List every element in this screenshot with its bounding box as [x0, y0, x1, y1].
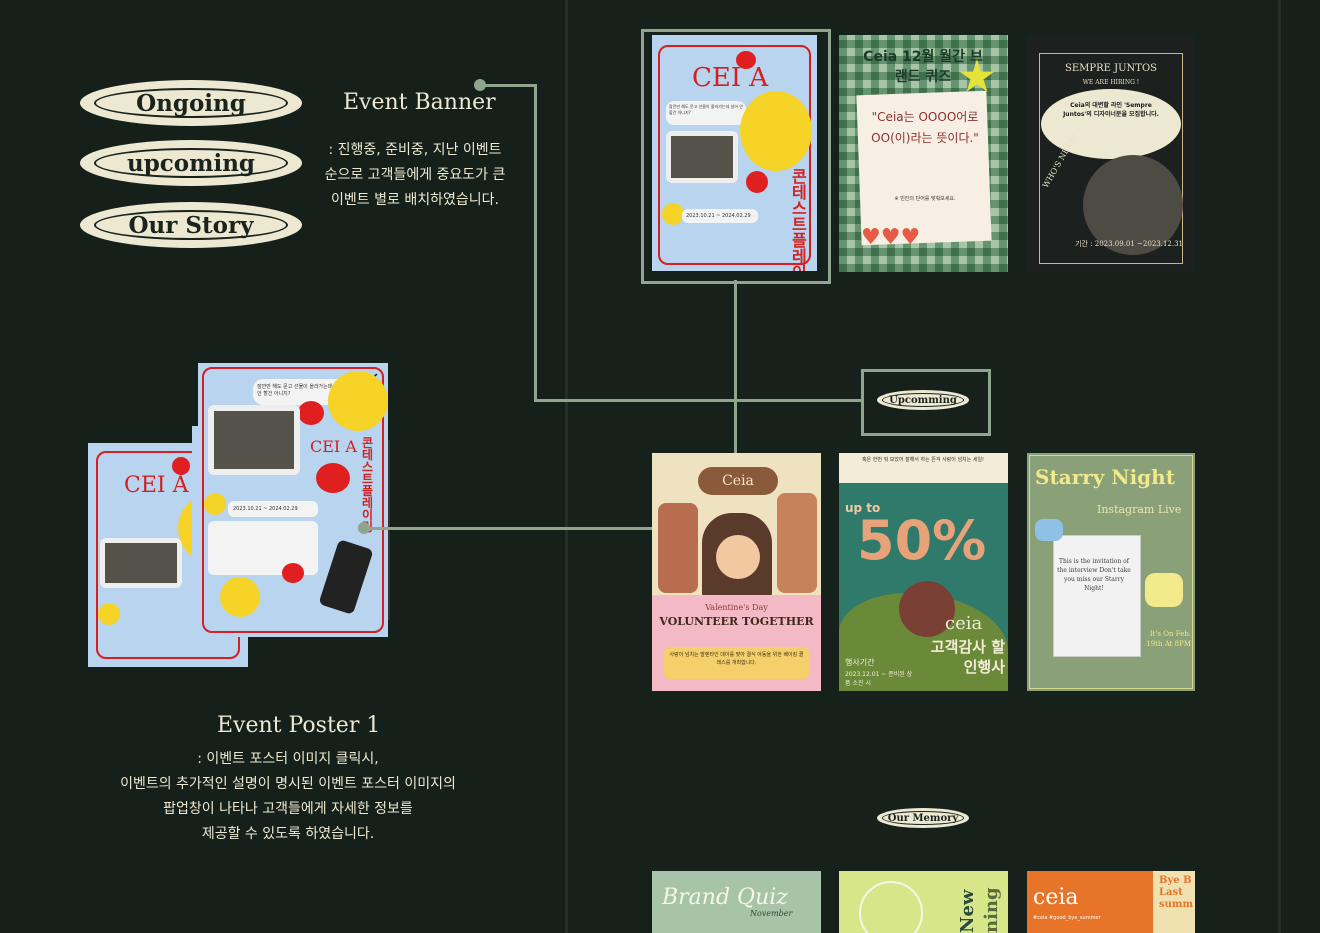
poster-bye-summer[interactable]: ceia #ceia #good_bye_summer Bye B Last s… — [1027, 871, 1195, 933]
heart-icon — [298, 401, 324, 425]
heart-badge-icon — [1035, 519, 1063, 541]
heart-icon — [316, 463, 350, 493]
poster-sub: Instagram Live — [1097, 503, 1182, 516]
poster-brand-quiz[interactable]: Ceia 12월 월간 브랜드 퀴즈 "Ceia는 OOOO어로 OO(이)라는… — [839, 35, 1008, 272]
heart-icon — [282, 563, 304, 583]
poster-tags: #ceia #good_bye_summer — [1033, 915, 1101, 921]
event-poster-desc-line: 팝업창이 나타나 고객들에게 자세한 정보를 — [163, 801, 413, 817]
connector-line — [364, 527, 736, 530]
child-face — [716, 535, 760, 579]
event-poster-desc-line: 제공할 수 있도록 하였습니다. — [201, 826, 375, 842]
heart-icon — [746, 171, 768, 193]
poster-title: 고객감사 할인행사 — [930, 638, 1005, 676]
event-banner-title: Event Banner — [343, 90, 496, 115]
poster-top: SEMPRE JUNTOS — [1064, 63, 1158, 74]
emoji-icon — [204, 493, 226, 515]
poster-period: 2023.12.01 ~ 준비된 상품 소진 시 — [845, 671, 913, 687]
tab-ongoing-label: Ongoing — [136, 89, 246, 117]
emoji-icon — [220, 577, 260, 617]
poster-percent: 50% — [857, 509, 987, 572]
tab-our-story[interactable]: Our Story — [80, 202, 302, 248]
hearts-icon: ♥♥♥ — [861, 225, 921, 250]
poster-body: 사랑이 넘치는 발렌타인 데이를 맞아 결식 아동을 위한 베이킹 클래스를 개… — [664, 647, 809, 679]
poster-hint: ※ 빈칸의 단어를 맞춰보세요. — [894, 196, 956, 202]
poster-sub: November — [750, 909, 793, 918]
selected-frame — [641, 29, 831, 284]
emoji-icon — [98, 603, 120, 625]
poster-hiring[interactable]: SEMPRE JUNTOS WE ARE HIRING ! Ceia의 대변할 … — [1027, 35, 1195, 272]
poster-volunteer[interactable]: Ceia Valentine's Day VOLUNTEER TOGETHER … — [652, 453, 821, 691]
poster-starry[interactable]: Starry Night Instagram Live This is the … — [1027, 453, 1195, 691]
connector-line — [734, 280, 737, 530]
poster-upto: up to — [845, 501, 881, 515]
speech-bubble: 잠깐만 해도 문고 선물이 올라가는데 실어 안 할건 아니지? — [666, 101, 746, 125]
section-label-our-memory-text: Our Memory — [887, 812, 959, 824]
event-banner-desc-line: 순으로 고객들에게 중요도가 큰 — [324, 167, 506, 183]
poster-brand: Ceia — [698, 467, 778, 495]
poster-date: 2023.10.21 ~ 2024.02.29 — [682, 209, 758, 223]
poster-body: Ceia의 대변할 라인 'Sempre Juntos'의 디자이너분을 모집합… — [1063, 102, 1159, 118]
poster-top: 혹은 한번 뭐 보았어 잘해서 하는 뜬걱 사랑이 넘치는 세일! — [861, 457, 985, 463]
poster-shadow — [388, 440, 398, 620]
poster-contest[interactable]: CEI A 잠깐만 해도 문고 선물이 올라가는데 실어 안 할건 아니지? 콘… — [652, 35, 817, 271]
poster-brand: CEI A — [692, 63, 769, 93]
event-banner-desc: : 진행중, 준비중, 지난 이벤트 순으로 고객들에게 중요도가 큰 이벤트 … — [310, 138, 520, 213]
heart-icon — [172, 457, 190, 475]
event-poster-desc-line: 이벤트의 추가적인 설명이 명시된 이벤트 포스터 이미지의 — [120, 776, 456, 792]
circle-graphic — [899, 581, 955, 637]
emoji-icon — [662, 203, 684, 225]
pottery-image — [1083, 155, 1183, 255]
poster-brand: ceia — [1033, 885, 1079, 910]
poster-period-label: 행사기간 — [845, 658, 875, 667]
tab-upcoming-label: upcoming — [126, 149, 256, 177]
tab-our-story-label: Our Story — [128, 211, 254, 239]
poster-title: VOLUNTEER TOGETHER — [659, 615, 814, 628]
emoji-icon — [328, 371, 388, 431]
poster-title: New — [957, 889, 978, 933]
poster-sub: Valentine's Day — [705, 603, 768, 612]
event-banner-desc-line: 이벤트 별로 배치하였습니다. — [331, 192, 499, 208]
poster-body: This is the invitation of the interview … — [1057, 558, 1131, 592]
poster-sale[interactable]: 혹은 한번 뭐 보았어 잘해서 하는 뜬걱 사랑이 넘치는 세일! up to … — [839, 453, 1008, 691]
heart-icon — [736, 51, 756, 69]
poster-side: Bye B Last summ — [1159, 875, 1194, 910]
poster-header: Ceia 12월 월간 브랜드 퀴즈 — [863, 49, 983, 85]
poster-brand: CEI A — [310, 437, 357, 456]
tab-ongoing[interactable]: Ongoing — [80, 80, 302, 126]
poster-popup[interactable]: ✕ 잠깐만 해도 문고 선물이 올라가는데 실어 안 할건 아니지? CEI A… — [198, 363, 388, 637]
poster-brand: ceia — [945, 613, 983, 634]
poster-vertical-title: 콘테스트 플레이링 — [792, 167, 807, 272]
poster-sub: ning — [981, 887, 1002, 933]
poster-sub: WE ARE HIRING ! — [1082, 79, 1140, 86]
event-poster-desc: : 이벤트 포스터 이미지 클릭시, 이벤트의 추가적인 설명이 명시된 이벤트… — [90, 747, 486, 847]
poster-period: 기간 : 2023.09.01 ~2023.12.31 — [1075, 240, 1183, 248]
event-poster-desc-line: : 이벤트 포스터 이미지 클릭시, — [197, 751, 379, 767]
event-poster-title: Event Poster 1 — [217, 713, 381, 738]
emoji-icon — [740, 91, 812, 171]
poster-vertical-title: 콘테스트 플레이링 — [362, 436, 374, 533]
poster-title: Starry Night — [1035, 465, 1175, 489]
heart-badge-icon — [1145, 573, 1183, 607]
poster-brand-quiz-nov[interactable]: Brand Quiz November — [652, 871, 821, 933]
poster-side: It's On Feb. 19th At 8PM — [1146, 630, 1191, 648]
tab-upcoming[interactable]: upcoming — [80, 140, 302, 186]
poster-date: 2023.10.21 ~ 2024.02.29 — [228, 501, 318, 517]
poster-brand: CEI A — [124, 473, 189, 498]
poster-title: Brand Quiz — [662, 885, 788, 910]
event-banner-desc-line: : 진행중, 준비중, 지난 이벤트 — [328, 142, 502, 158]
section-frame — [861, 369, 991, 436]
connector-line — [534, 84, 537, 402]
poster-quote: "Ceia는 OOOO어로 OO(이)라는 뜻이다." — [871, 110, 979, 145]
connector-line — [534, 399, 862, 402]
section-label-upcomming-text: Upcomming — [889, 394, 957, 406]
section-label-upcomming: Upcomming — [877, 390, 969, 410]
poster-new[interactable]: New ning — [839, 871, 1008, 933]
section-label-our-memory: Our Memory — [877, 808, 969, 828]
connector-line — [480, 84, 536, 87]
